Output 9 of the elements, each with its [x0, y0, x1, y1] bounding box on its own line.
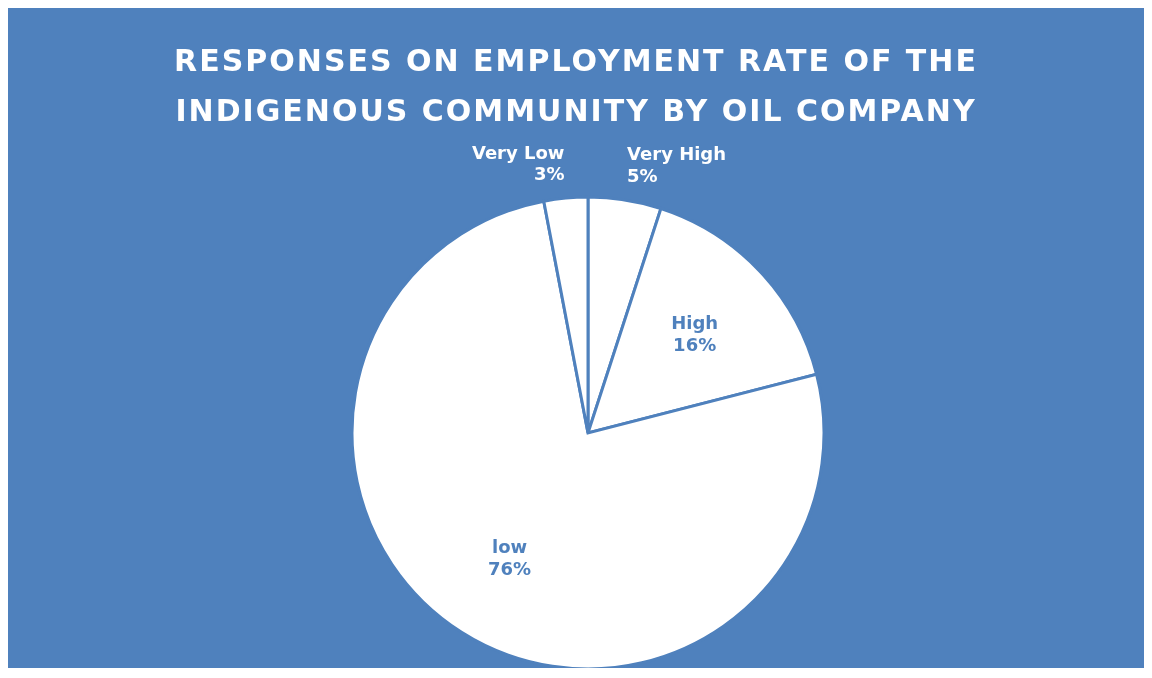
slice-label: Very High	[627, 143, 727, 165]
data-label: 5%	[627, 165, 658, 187]
chart-title: RESPONSES ON EMPLOYMENT RATE OF THE INDIGENOUS COMMUNITY BY OIL COMPANY	[173, 42, 979, 128]
data-label: 3%	[533, 163, 565, 185]
slice-label: Very Low	[471, 141, 565, 163]
data-label: 16%	[673, 333, 717, 355]
data-label: 76%	[488, 557, 532, 579]
slice-label: low	[492, 535, 528, 557]
slice-label: High	[671, 312, 719, 334]
